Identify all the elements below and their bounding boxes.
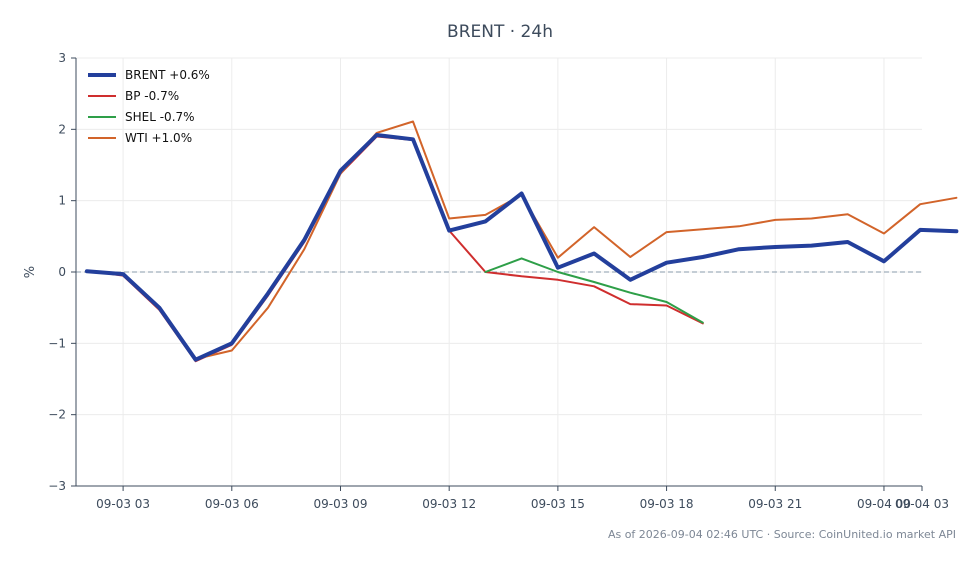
chart-title: BRENT · 24h bbox=[447, 22, 553, 42]
series-line-1 bbox=[85, 135, 704, 363]
axes-layer: 3 2 1 0 −1 −2 −3 09-03 03 09-03 06 09-03 09 09-03 … bbox=[48, 51, 949, 511]
y-tick-label: −2 bbox=[48, 408, 66, 422]
series-line-3 bbox=[85, 120, 958, 360]
y-tick-label: 1 bbox=[58, 194, 66, 208]
x-tick-label: 09-03 21 bbox=[748, 497, 802, 511]
legend-label: BP -0.7% bbox=[125, 89, 179, 103]
y-tick-label: 2 bbox=[58, 122, 66, 136]
x-tick-label: 09-03 06 bbox=[205, 497, 259, 511]
y-tick-label: 0 bbox=[58, 265, 66, 279]
legend-label: WTI +1.0% bbox=[125, 131, 192, 145]
series-line-0 bbox=[84, 133, 959, 362]
x-tick-label: 09-04 03 bbox=[895, 497, 949, 511]
y-axis-label: % bbox=[23, 266, 38, 278]
x-tick-label: 09-03 12 bbox=[422, 497, 476, 511]
series-line-2 bbox=[484, 257, 704, 324]
legend-label: BRENT +0.6% bbox=[125, 68, 210, 82]
y-tick-label: −1 bbox=[48, 336, 66, 350]
x-tick-label: 09-03 15 bbox=[531, 497, 585, 511]
source-footnote: As of 2026-09-04 02:46 UTC · Source: Coi… bbox=[608, 528, 956, 541]
x-tick-label: 09-03 03 bbox=[96, 497, 150, 511]
x-tick-label: 09-03 09 bbox=[314, 497, 368, 511]
legend-label: SHEL -0.7% bbox=[125, 110, 195, 124]
x-tick-label: 09-04 00 bbox=[857, 497, 911, 511]
legend: BRENT +0.6% BP -0.7% SHEL -0.7% WTI +1.0% bbox=[88, 68, 210, 145]
series-layer bbox=[84, 120, 959, 363]
grid-layer bbox=[76, 57, 922, 487]
x-tick-label: 09-03 18 bbox=[640, 497, 694, 511]
y-tick-label: 3 bbox=[58, 51, 66, 65]
y-tick-label: −3 bbox=[48, 479, 66, 493]
